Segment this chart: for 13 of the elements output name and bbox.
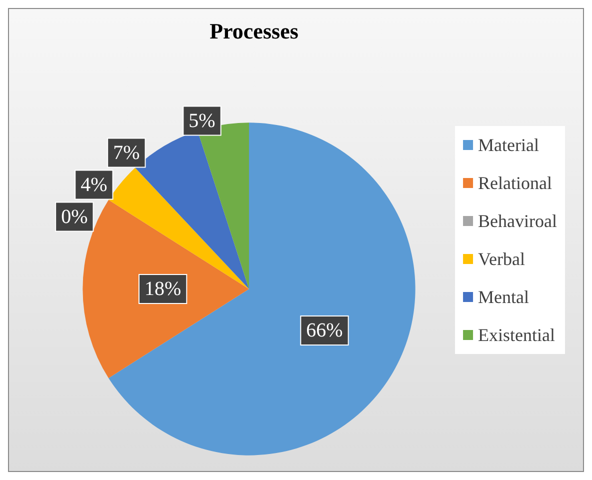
chart-title: Processes [210,18,299,44]
legend-label: Existential [478,325,556,345]
legend-label: Material [478,135,540,155]
data-label: 4% [80,174,108,196]
data-label: 18% [144,278,182,300]
legend-label: Mental [478,287,530,307]
data-label: 5% [188,110,216,132]
legend-label: Verbal [478,249,526,269]
text: 0% [61,206,88,228]
legend-label: Relational [478,173,552,193]
legend-label: Behaviroal [478,211,558,231]
data-label: 66% [306,320,343,342]
data-label: 7% [113,142,140,164]
